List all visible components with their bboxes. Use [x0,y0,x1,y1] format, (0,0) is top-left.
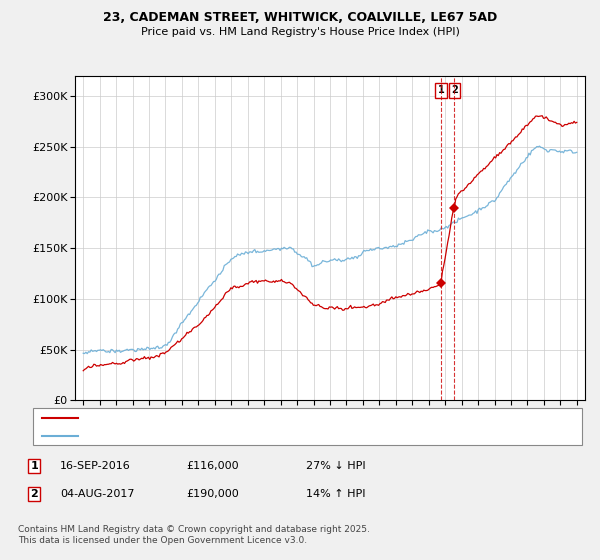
Text: Contains HM Land Registry data © Crown copyright and database right 2025.
This d: Contains HM Land Registry data © Crown c… [18,525,370,545]
Text: 23, CADEMAN STREET, WHITWICK, COALVILLE, LE67 5AD: 23, CADEMAN STREET, WHITWICK, COALVILLE,… [103,11,497,24]
Text: 2: 2 [31,489,38,499]
Text: HPI: Average price, semi-detached house, North West Leicestershire: HPI: Average price, semi-detached house,… [84,431,418,441]
Text: 27% ↓ HPI: 27% ↓ HPI [306,461,365,471]
Text: Price paid vs. HM Land Registry's House Price Index (HPI): Price paid vs. HM Land Registry's House … [140,27,460,37]
Text: 2: 2 [451,85,458,95]
Text: 04-AUG-2017: 04-AUG-2017 [60,489,134,499]
Text: 1: 1 [438,85,445,95]
Text: 14% ↑ HPI: 14% ↑ HPI [306,489,365,499]
Text: 23, CADEMAN STREET, WHITWICK, COALVILLE, LE67 5AD (semi-detached house): 23, CADEMAN STREET, WHITWICK, COALVILLE,… [84,413,478,423]
Text: 1: 1 [31,461,38,471]
Text: £190,000: £190,000 [186,489,239,499]
Text: £116,000: £116,000 [186,461,239,471]
Text: 16-SEP-2016: 16-SEP-2016 [60,461,131,471]
